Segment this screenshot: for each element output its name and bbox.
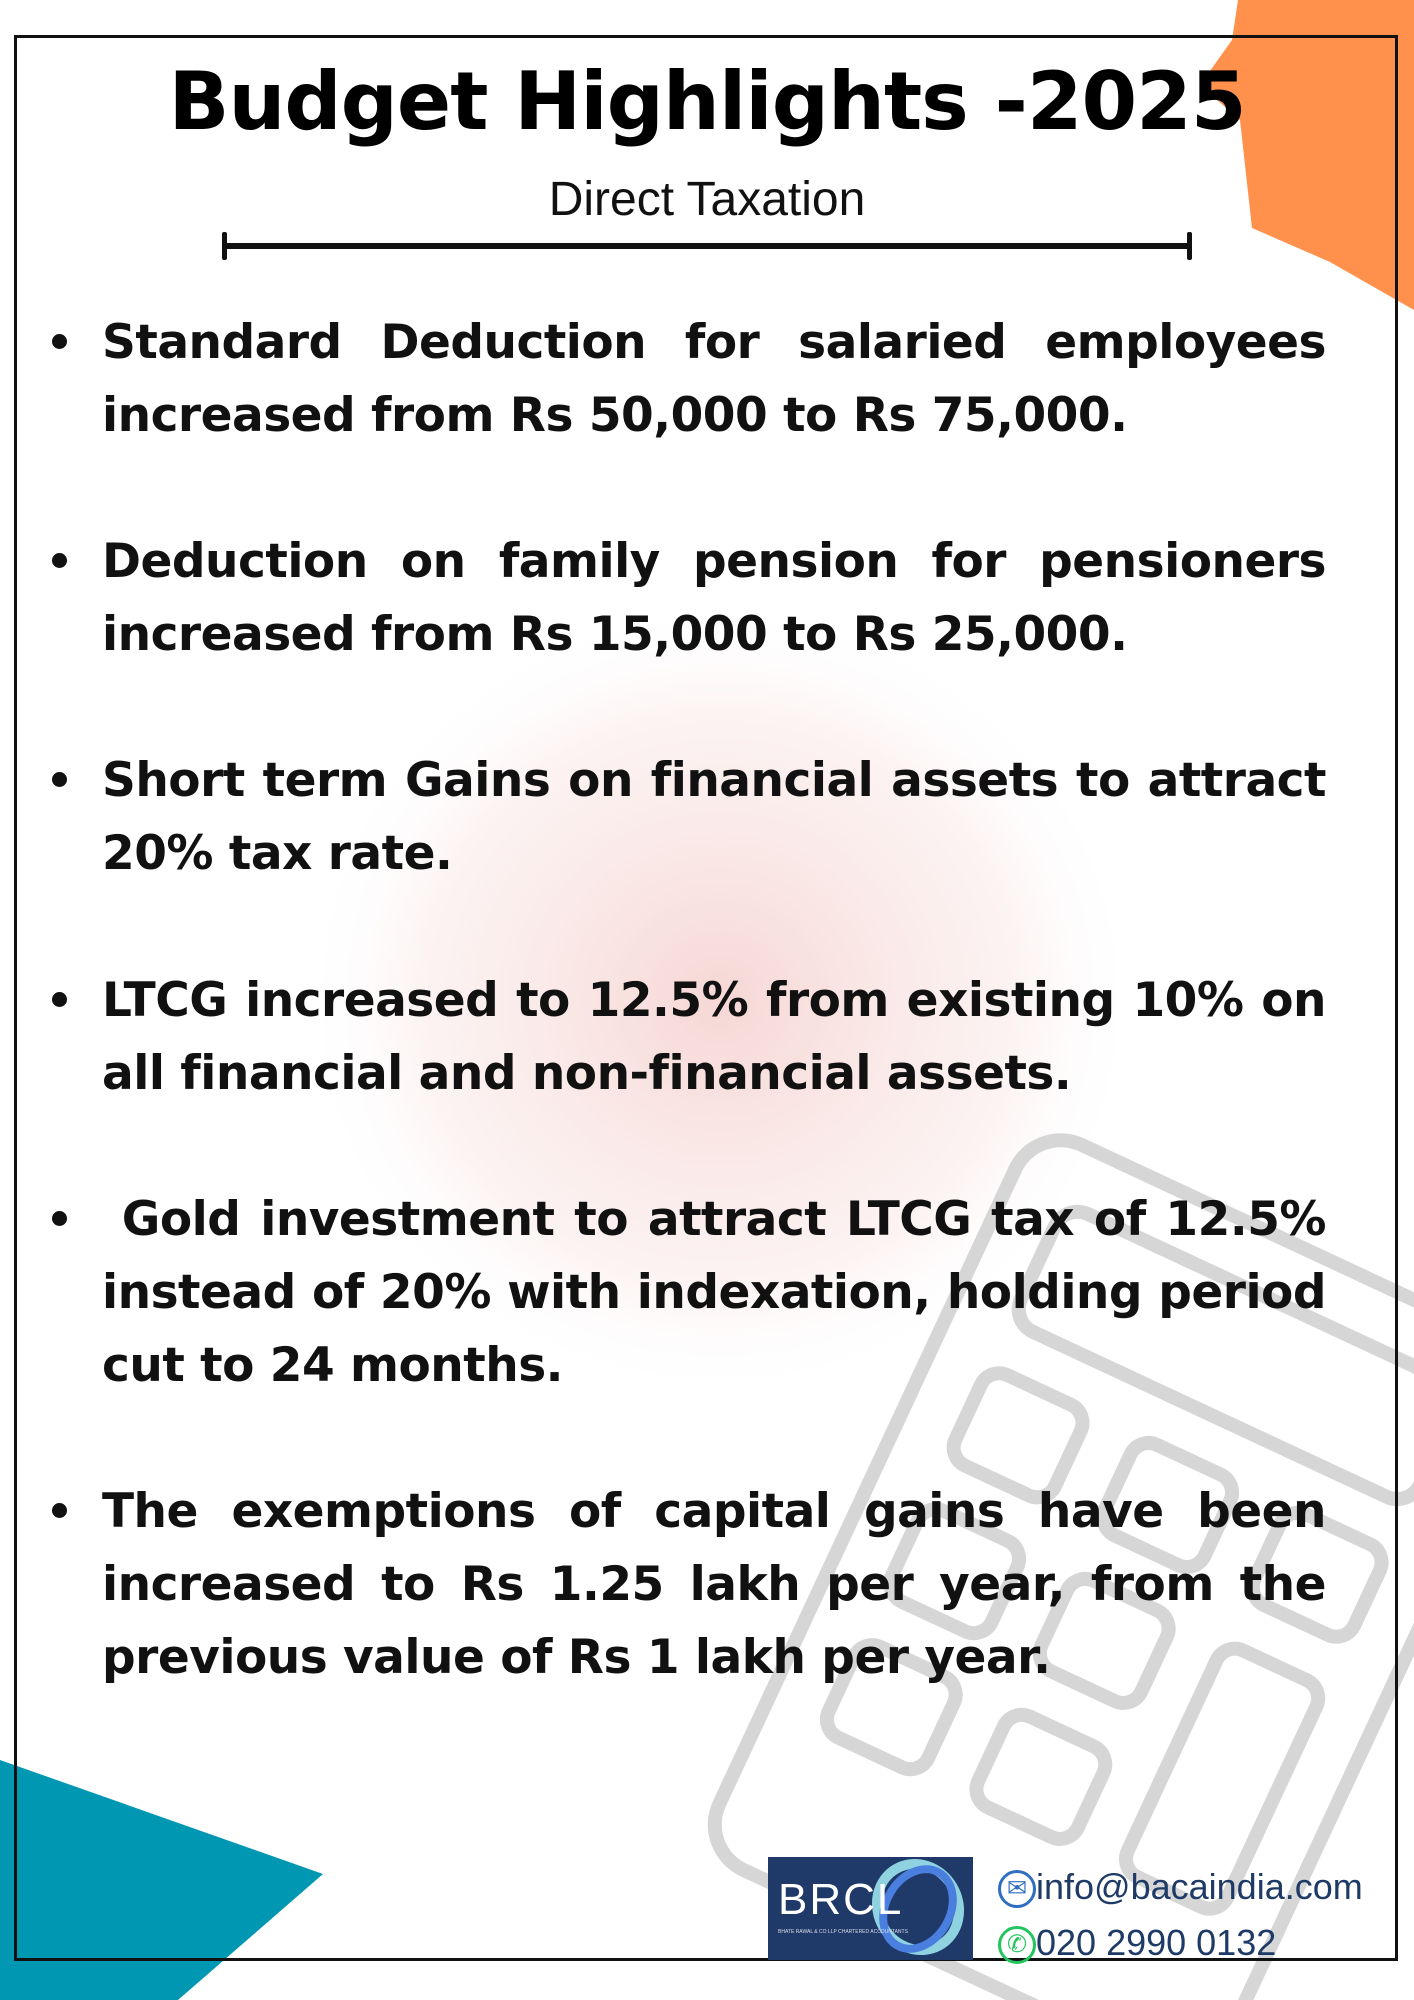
- list-item: Standard Deduction for salaried employee…: [52, 306, 1327, 452]
- list-item: LTCG increased to 12.5% from existing 10…: [52, 964, 1327, 1110]
- phone-contact[interactable]: ✆ 020 2990 0132: [998, 1922, 1277, 1965]
- bullet-icon: [52, 334, 67, 349]
- page-subtitle: Direct Taxation: [548, 173, 866, 226]
- page-frame: [14, 35, 1398, 1961]
- email-text[interactable]: info@bacaindia.com: [1036, 1866, 1363, 1907]
- bullet-icon: [52, 1503, 67, 1518]
- email-contact[interactable]: ✉ info@bacaindia.com: [998, 1866, 1363, 1909]
- pink-splash: [300, 600, 1140, 1400]
- page-title: Budget Highlights -2025: [168, 55, 1246, 148]
- orange-shape: [1200, 0, 1414, 310]
- envelope-icon: ✉: [998, 1870, 1036, 1909]
- bullet-icon: [52, 1211, 67, 1226]
- list-item: Short term Gains on financial assets to …: [52, 744, 1327, 890]
- phone-text[interactable]: 020 2990 0132: [1036, 1922, 1277, 1963]
- bullet-icon: [52, 992, 67, 1007]
- phone-icon: ✆: [998, 1926, 1036, 1965]
- teal-triangle: [0, 1760, 323, 2000]
- list-item: Deduction on family pension for pensione…: [52, 525, 1327, 671]
- bullet-icon: [52, 772, 67, 787]
- list-item: Gold investment to attract LTCG tax of 1…: [52, 1183, 1327, 1402]
- bullet-icon: [52, 553, 67, 568]
- title-divider: [222, 232, 1192, 260]
- calculator-watermark: [707, 1133, 1414, 2000]
- company-logo: BRCL BHATE RAWAL & CO LLP CHARTERED ACCO…: [768, 1857, 973, 1960]
- list-item: The exemptions of capital gains have bee…: [52, 1475, 1327, 1694]
